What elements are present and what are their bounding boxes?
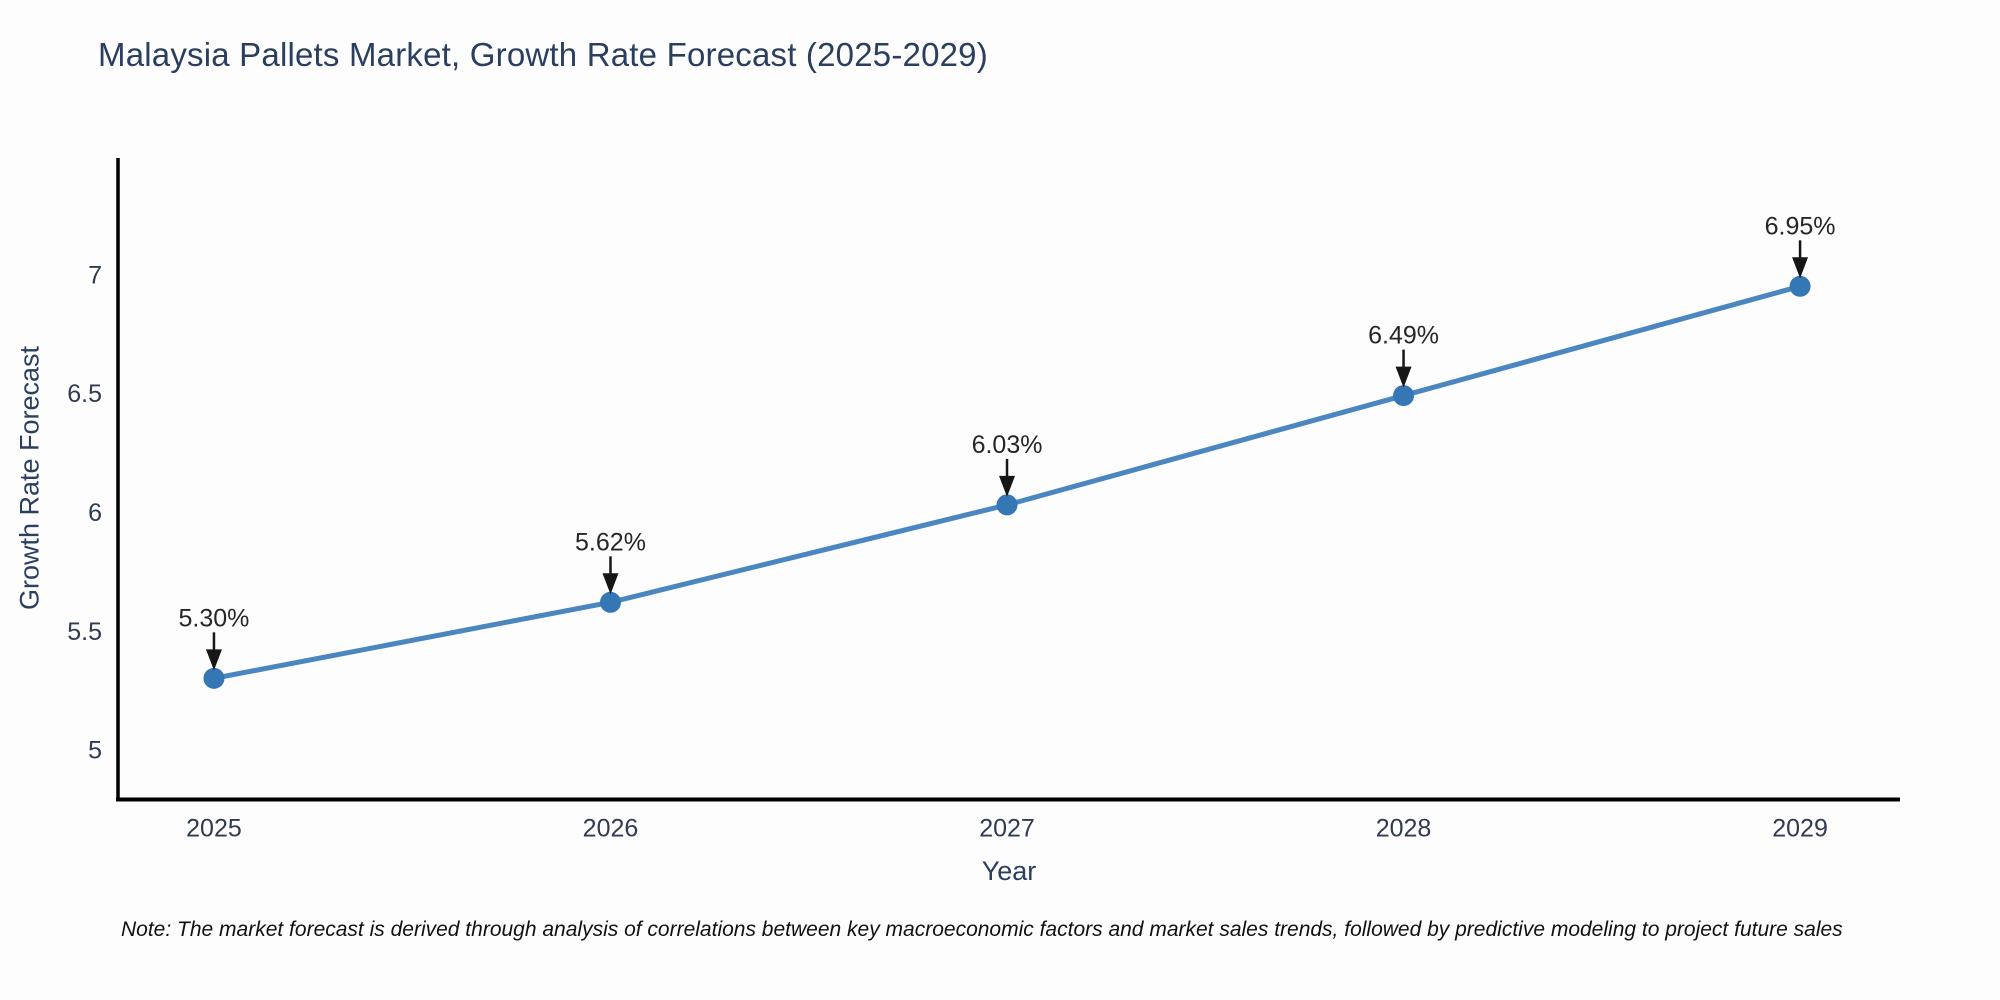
data-point xyxy=(599,591,621,613)
x-tick-label: 2027 xyxy=(979,815,1035,843)
x-tick-label: 2028 xyxy=(1376,815,1432,843)
y-tick-label: 5.5 xyxy=(67,618,102,646)
chart-title: Malaysia Pallets Market, Growth Rate For… xyxy=(98,36,988,73)
annotation-arrow-head xyxy=(602,573,619,595)
y-tick-label: 5 xyxy=(88,737,102,765)
y-tick-label: 7 xyxy=(88,261,102,289)
data-point xyxy=(1393,385,1415,407)
x-axis-title: Year xyxy=(981,856,1037,886)
point-annotation: 6.95% xyxy=(1765,212,1836,240)
data-point xyxy=(203,667,225,689)
x-tick-label: 2029 xyxy=(1772,815,1828,843)
point-annotation: 6.03% xyxy=(972,431,1043,459)
footnote: Note: The market forecast is derived thr… xyxy=(121,918,1843,941)
data-point xyxy=(1789,275,1811,297)
annotation-arrow-head xyxy=(999,475,1016,497)
annotation-arrow-head xyxy=(1395,366,1412,388)
annotation-arrow-head xyxy=(205,649,222,671)
point-annotation: 5.30% xyxy=(179,604,250,632)
x-tick-label: 2025 xyxy=(186,815,242,843)
y-tick-label: 6 xyxy=(88,499,102,527)
point-annotation: 5.62% xyxy=(575,528,646,556)
data-point xyxy=(996,494,1018,516)
x-tick-label: 2026 xyxy=(583,815,639,843)
annotation-arrow-head xyxy=(1792,257,1809,279)
y-tick-label: 6.5 xyxy=(67,380,102,408)
point-annotation: 6.49% xyxy=(1368,322,1439,350)
